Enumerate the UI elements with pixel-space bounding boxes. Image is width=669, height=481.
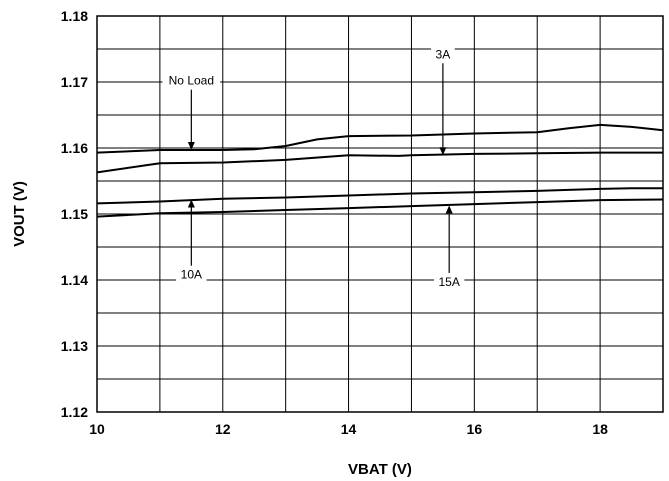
x-tick-label: 12 <box>215 421 231 437</box>
annotations: No Load 3A 10A 15A <box>162 46 465 290</box>
y-tick-label: 1.16 <box>61 140 88 156</box>
series-line-10a <box>96 187 663 205</box>
y-tick-label: 1.13 <box>61 338 88 354</box>
annotation-label-bg-15a <box>433 273 465 290</box>
x-tick-label: 14 <box>341 421 357 437</box>
y-tick-labels: 1.12 1.13 1.14 1.15 1.16 1.17 1.18 <box>61 8 88 420</box>
series-line-no-load <box>96 123 664 154</box>
annotation-arrowhead-no-load <box>187 141 195 150</box>
x-tick-labels: 10 12 14 16 18 <box>89 421 608 437</box>
x-tick-label: 16 <box>467 421 483 437</box>
x-axis-title: VBAT (V) <box>348 461 412 478</box>
annotation-label-bg-3a <box>431 46 455 63</box>
annotation-label-bg-10a <box>176 266 207 283</box>
annotation-arrowhead-15a <box>445 205 453 214</box>
y-tick-label: 1.17 <box>61 74 88 90</box>
y-axis-title: VOUT (V) <box>11 181 28 247</box>
series-lines <box>96 123 664 218</box>
plot-frame <box>96 15 664 413</box>
x-tick-label: 18 <box>592 421 608 437</box>
annotation-label-bg-no-load <box>162 72 221 89</box>
annotation-arrowhead-10a <box>187 199 195 208</box>
x-tick-label: 10 <box>89 421 105 437</box>
annotation-label-3a: 3A <box>436 47 451 61</box>
y-tick-label: 1.15 <box>61 206 88 222</box>
annotation-arrowhead-3a <box>439 147 447 156</box>
y-tick-label: 1.14 <box>61 272 88 288</box>
y-tick-label: 1.12 <box>61 404 88 420</box>
series-line-3a <box>96 151 663 174</box>
y-tick-label: 1.18 <box>61 8 88 24</box>
annotation-label-15a: 15A <box>438 275 459 289</box>
annotation-label-10a: 10A <box>181 268 202 282</box>
annotation-label-no-load: No Load <box>169 74 214 88</box>
